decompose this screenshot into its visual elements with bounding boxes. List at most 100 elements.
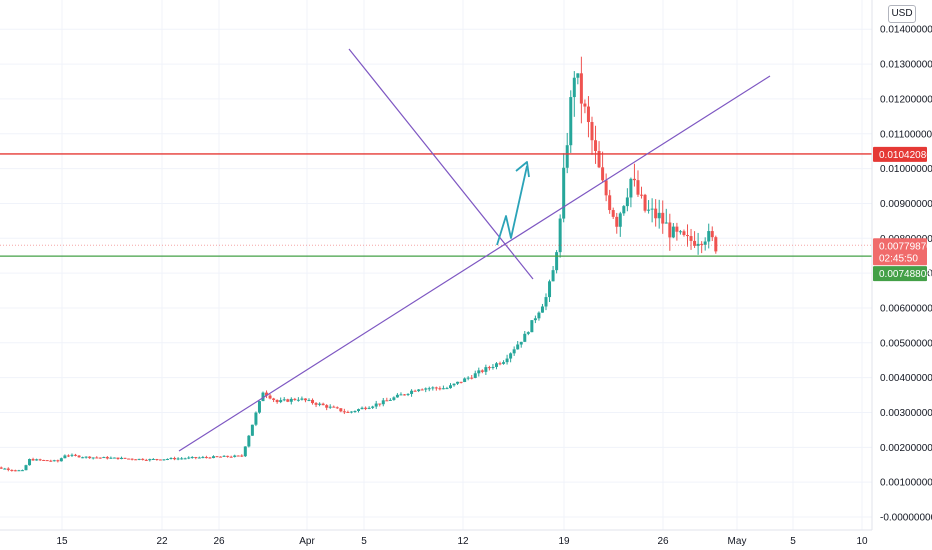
candle-body [300,398,304,400]
candle-body [88,456,92,459]
candle-body [59,458,63,462]
drawings [0,48,872,452]
candle-body [52,460,56,462]
candle-body [307,399,311,401]
arrow-head [515,161,530,178]
candle-body [6,468,10,470]
candle-body [466,377,470,379]
time-tick-label: 26 [213,536,225,547]
candle-body [700,243,704,245]
candle-body [643,194,647,211]
candle-body [272,398,276,400]
candle-body [438,388,442,390]
candle-body [66,455,70,457]
candle-body [494,363,498,367]
candle-body [158,459,162,461]
candle-body [282,399,286,401]
candle-body [544,297,548,307]
candle-body [364,407,368,409]
candle-body [555,252,559,271]
candle-body [502,362,506,364]
candle-body [357,409,361,412]
candle-body [70,454,74,456]
candle-body [109,457,113,459]
candle-body [162,459,166,461]
candle-body [155,459,159,461]
candle-body [56,460,60,462]
price-tick-label: 0.00600000 [880,303,932,314]
candle-body [98,457,102,459]
candle-body [512,349,516,354]
price-tick-label: 0.00500000 [880,338,932,349]
candle-body [470,377,474,379]
candle-body [144,459,148,461]
candle-body [562,167,566,219]
candle-body [17,470,21,472]
candle-body [480,370,484,372]
candle-body [240,455,244,457]
grid-lines [0,0,872,530]
candle-body [686,235,689,237]
candle-body [629,178,633,198]
time-tick-label: 10 [856,536,868,547]
price-tick-label: 0.01300000 [880,60,932,71]
candle-body [487,367,491,369]
candle-body [608,195,612,211]
candle-body [661,212,665,224]
candle-body [441,388,445,390]
candle-body [38,459,42,461]
projection-arrow [496,165,528,246]
candle-body [0,467,3,469]
candle-body [388,399,392,401]
candle-body [576,73,580,78]
candle-body [452,383,456,386]
candle-body [431,387,435,389]
candle-body [590,122,594,141]
current-price-tag-label: 0.00779870 [879,241,932,252]
candle-body [247,435,251,447]
candle-body [640,194,644,196]
candle-body [406,393,410,395]
candle-body [24,465,28,471]
candle-body [636,180,640,195]
time-tick-label: 15 [56,536,68,547]
time-axis[interactable]: 15 22 26 Apr 5 12 19 26 May 5 10 [56,536,868,547]
candle-body [286,399,290,402]
ascending-trendline [178,75,771,452]
candle-body [49,460,53,462]
candle-body [445,388,449,390]
candle-body [120,457,123,460]
candle-body [424,388,428,390]
candle-body [392,397,396,400]
candle-body [707,231,711,242]
price-tick-label: 0.01200000 [880,94,932,105]
candle-body [35,459,39,461]
candle-body [257,401,261,413]
time-tick-label: 26 [657,536,669,547]
candle-body [13,470,17,472]
candle-body [360,407,364,410]
candle-body [413,390,417,392]
candle-body [81,457,85,459]
candle-body [293,398,297,400]
currency-badge[interactable]: USD [888,5,916,23]
candle-body [523,333,527,342]
candle-body [399,394,403,396]
candle-body [339,408,343,412]
candle-body [28,459,32,466]
candle-body [31,459,35,461]
candle-body [533,318,537,321]
candle-body [615,216,619,227]
candle-body [604,180,608,196]
current-price-tag-bg [873,238,927,266]
price-tick-label: 0.00100000 [880,478,932,489]
candle-body [537,312,541,319]
candle-body [657,212,661,219]
candle-body [519,341,523,345]
time-tick-label: 5 [790,536,796,547]
resistance-price-tag-label: 0.01042086 [879,150,932,161]
candle-body [243,446,247,457]
price-tick-label: -0.00000000 [880,513,932,524]
